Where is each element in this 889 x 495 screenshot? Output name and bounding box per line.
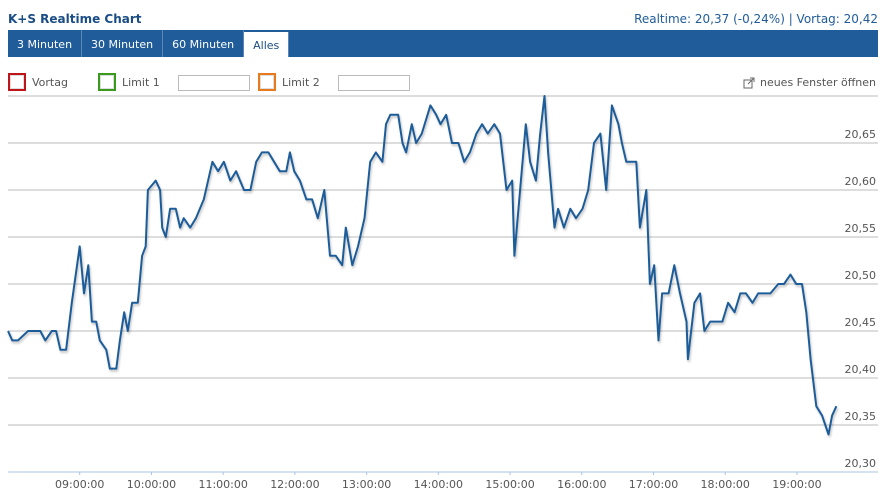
checkbox[interactable]: Limit 2 [258,72,320,92]
new-window-link[interactable]: neues Fenster öffnen [743,76,876,89]
y-tick-label: 20,55 [845,222,877,235]
x-tick-label: 12:00:00 [270,478,319,491]
checkbox[interactable]: Limit 1 [98,72,160,92]
external-icon [743,77,755,88]
quote: Realtime: 20,37 (-0,24%) | Vortag: 20,42 [634,12,878,26]
x-tick-label: 16:00:00 [557,478,606,491]
y-tick-label: 20,40 [845,363,877,376]
new-window-text: neues Fenster öffnen [759,76,876,89]
y-tick-label: 20,45 [845,316,877,329]
checkbox-label: Limit 2 [282,75,320,89]
limit-input[interactable] [338,75,410,91]
x-tick-label: 19:00:00 [772,478,821,491]
x-tick-label: 13:00:00 [342,478,391,491]
checkbox-box [258,73,276,91]
price-line [7,95,838,436]
y-tick-label: 20,65 [845,128,877,141]
checkbox[interactable]: Vortag [8,72,68,92]
x-tick-label: 11:00:00 [198,478,247,491]
checkbox-label: Vortag [32,75,68,89]
tab[interactable]: 60 Minuten [163,30,245,57]
y-tick-label: 20,35 [845,410,877,423]
x-tick-label: 17:00:00 [629,478,678,491]
checkbox-box [8,73,26,91]
tab[interactable]: Alles [244,32,290,57]
tab-bar: 3 Minuten 30 Minuten 60 Minuten Alles [8,30,878,57]
title: K+S Realtime Chart [8,12,142,26]
x-tick-label: 14:00:00 [414,478,463,491]
x-tick-label: 09:00:00 [55,478,104,491]
tab[interactable]: 3 Minuten [8,30,83,57]
x-tick-label: 15:00:00 [485,478,534,491]
y-tick-label: 20,50 [845,269,877,282]
limit-input[interactable] [178,75,250,91]
x-tick-label: 10:00:00 [127,478,176,491]
controls: neues Fenster öffnen Vortag Limit 1 Limit … [8,72,878,94]
checkbox-box [98,73,116,91]
checkbox-label: Limit 1 [122,75,160,89]
x-tick-label: 18:00:00 [701,478,750,491]
y-tick-label: 20,60 [845,175,877,188]
tab[interactable]: 30 Minuten [82,30,164,57]
y-tick-label: 20,30 [845,457,877,470]
